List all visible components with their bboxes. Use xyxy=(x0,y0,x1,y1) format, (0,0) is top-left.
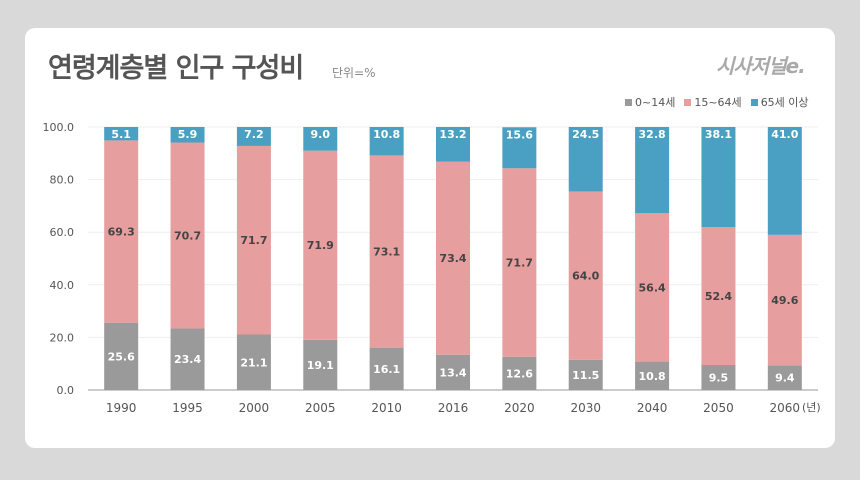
data-label-2050-series-0: 9.5 xyxy=(709,372,729,385)
y-tick-label-5: 100.0 xyxy=(43,121,75,134)
bar-2000-series-0 xyxy=(236,334,271,390)
bar-1990-series-2 xyxy=(104,127,139,141)
data-label-2020-series-0: 12.6 xyxy=(506,367,533,380)
bar-2000-series-1 xyxy=(236,145,271,335)
data-label-2060-series-0: 9.4 xyxy=(775,372,795,385)
bar-2010-series-2 xyxy=(369,127,404,156)
bar-2050-series-1 xyxy=(701,227,736,366)
data-label-1990-series-1: 69.3 xyxy=(108,226,135,239)
data-label-1990-series-2: 5.1 xyxy=(111,128,131,141)
data-label-2000-series-1: 71.7 xyxy=(240,234,267,247)
data-label-2060-series-1: 49.6 xyxy=(771,294,798,307)
bar-2050-series-2 xyxy=(701,127,736,228)
data-label-2000-series-2: 7.2 xyxy=(244,128,264,141)
bar-1995-series-2 xyxy=(170,127,205,143)
unit-label: 단위=% xyxy=(332,66,376,80)
bar-2060-series-0 xyxy=(767,365,802,390)
data-label-2016-series-2: 13.2 xyxy=(439,128,466,141)
data-label-2016-series-0: 13.4 xyxy=(439,366,466,379)
legend-item-65-plus: 65세 이상 xyxy=(750,94,809,110)
legend-item-0-14: 0~14세 xyxy=(625,94,675,110)
bar-1995-series-0 xyxy=(170,328,205,390)
data-label-2005-series-1: 71.9 xyxy=(307,239,334,252)
data-label-2030-series-0: 11.5 xyxy=(572,369,599,382)
x-tick-label-2016: 2016 xyxy=(438,401,469,415)
bar-2005-series-0 xyxy=(303,339,338,390)
data-label-2010-series-1: 73.1 xyxy=(373,246,400,259)
data-label-2005-series-0: 19.1 xyxy=(307,359,334,372)
data-label-1990-series-0: 25.6 xyxy=(108,350,135,363)
bar-2030-series-2 xyxy=(568,127,603,192)
chart-title: 연령계층별 인구 구성비 xyxy=(48,53,304,84)
legend-label-15-64: 15~64세 xyxy=(694,96,742,109)
y-tick-label-4: 80.0 xyxy=(50,174,75,187)
legend-item-15-64: 15~64세 xyxy=(684,94,742,110)
brand-logo: 시사저널e. xyxy=(716,54,806,78)
bar-2016-series-1 xyxy=(436,161,470,355)
bar-2005-series-2 xyxy=(303,127,338,151)
legend-label-65-plus: 65세 이상 xyxy=(760,96,809,109)
x-tick-label-2050: 2050 xyxy=(703,401,734,415)
bar-1990-series-0 xyxy=(104,322,139,390)
legend-swatch-65-plus xyxy=(750,98,758,106)
data-label-2040-series-1: 56.4 xyxy=(639,281,666,294)
x-tick-label-2030: 2030 xyxy=(570,401,601,415)
legend-swatch-0-14 xyxy=(625,98,632,106)
data-label-2016-series-1: 73.4 xyxy=(439,252,466,265)
data-label-2010-series-2: 10.8 xyxy=(373,128,400,141)
data-label-2020-series-2: 15.6 xyxy=(506,128,533,141)
data-label-2040-series-0: 10.8 xyxy=(639,370,666,383)
data-label-1995-series-2: 5.9 xyxy=(178,128,198,141)
bar-2016-series-0 xyxy=(436,354,470,390)
data-label-2020-series-1: 71.7 xyxy=(506,257,533,270)
bar-2030-series-1 xyxy=(568,191,603,360)
bar-2030-series-0 xyxy=(568,359,603,390)
bar-2020-series-0 xyxy=(502,356,537,390)
legend-swatch-15-64 xyxy=(684,98,692,106)
y-tick-label-3: 60.0 xyxy=(50,226,75,239)
y-tick-label-2: 40.0 xyxy=(50,279,75,292)
data-label-1995-series-0: 23.4 xyxy=(174,353,201,366)
data-label-2060-series-2: 41.0 xyxy=(771,128,798,141)
bar-2060-series-1 xyxy=(767,234,802,366)
x-unit-label: (년) xyxy=(802,401,821,414)
bar-2040-series-1 xyxy=(635,213,670,362)
data-label-2050-series-2: 38.1 xyxy=(705,128,732,141)
bar-2010-series-0 xyxy=(369,347,404,390)
bar-1995-series-1 xyxy=(170,142,205,329)
x-tick-label-2020: 2020 xyxy=(504,401,535,415)
bar-2000-series-2 xyxy=(236,127,271,146)
x-tick-label-2000: 2000 xyxy=(239,401,270,415)
bar-2040-series-0 xyxy=(635,361,670,390)
x-tick-label-1990: 1990 xyxy=(106,401,137,415)
data-label-2005-series-2: 9.0 xyxy=(311,128,331,141)
data-label-2030-series-2: 24.5 xyxy=(572,128,599,141)
bar-2010-series-1 xyxy=(369,155,404,348)
bar-2020-series-1 xyxy=(502,168,537,357)
bar-2016-series-2 xyxy=(436,127,470,162)
data-label-2010-series-0: 16.1 xyxy=(373,363,400,376)
data-label-2040-series-2: 32.8 xyxy=(639,128,666,141)
chart-card xyxy=(25,28,835,448)
bar-2005-series-1 xyxy=(303,150,338,340)
data-label-2050-series-1: 52.4 xyxy=(705,290,732,303)
y-tick-label-0: 0.0 xyxy=(57,384,75,397)
x-tick-label-1995: 1995 xyxy=(172,401,203,415)
bar-1990-series-1 xyxy=(104,140,139,323)
bar-2040-series-2 xyxy=(635,127,670,214)
x-tick-label-2060: 2060 xyxy=(770,401,801,415)
bar-2060-series-2 xyxy=(767,127,802,235)
bar-2020-series-2 xyxy=(502,127,537,169)
legend-label-0-14: 0~14세 xyxy=(635,96,676,109)
data-label-2030-series-1: 64.0 xyxy=(572,270,599,283)
data-label-1995-series-1: 70.7 xyxy=(174,229,201,242)
x-tick-label-2010: 2010 xyxy=(371,401,402,415)
x-tick-label-2005: 2005 xyxy=(305,401,336,415)
legend: 0~14세 15~64세 65세 이상 xyxy=(616,95,809,109)
bar-2050-series-0 xyxy=(701,365,736,390)
x-tick-label-2040: 2040 xyxy=(637,401,668,415)
y-tick-label-1: 20.0 xyxy=(50,331,75,344)
data-label-2000-series-0: 21.1 xyxy=(240,356,267,369)
